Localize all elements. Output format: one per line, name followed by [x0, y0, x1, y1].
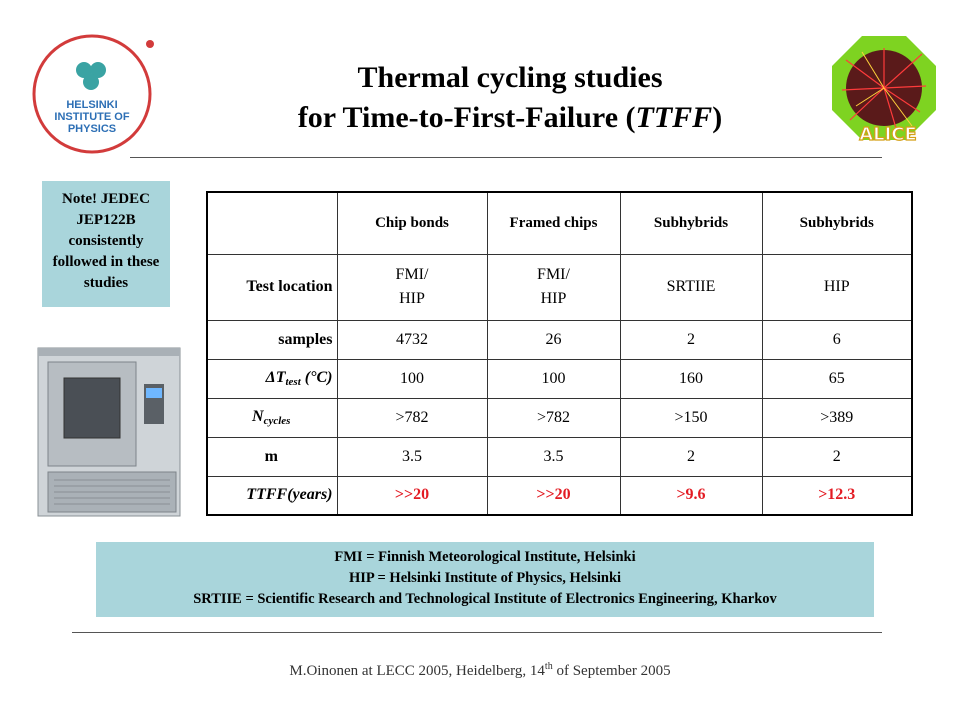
- header-subhybrids-2: Subhybrids: [761, 191, 913, 255]
- legend-line-srtiie: SRTIIE = Scientific Research and Technol…: [193, 591, 777, 607]
- cell-samples-4: 6: [761, 319, 913, 360]
- cell-samples-1: 4732: [336, 319, 488, 360]
- jedec-note: Note! JEDEC JEP122B consistently followe…: [42, 181, 170, 307]
- cell-dt-3: 160: [619, 358, 763, 399]
- delta-t-symbol: ΔT: [265, 369, 286, 386]
- hip-logo: HELSINKI INSTITUTE OF PHYSICS: [32, 34, 154, 154]
- delta-t-subscript: test: [285, 376, 301, 388]
- row-label-delta-t: ΔTtest (°C): [206, 358, 338, 399]
- ncycles-symbol: N: [252, 408, 264, 425]
- cell-location-3: SRTIIE: [619, 253, 763, 321]
- footer-text-end: of September 2005: [552, 663, 671, 679]
- cell-location-2: FMI/HIP: [486, 253, 621, 321]
- row-label-samples: samples: [206, 319, 338, 360]
- header-chip-bonds: Chip bonds: [336, 191, 488, 255]
- title-abbr: TTFF: [635, 101, 713, 134]
- cell-location-1: FMI/HIP: [336, 253, 488, 321]
- legend-line-fmi: FMI = Finnish Meteorological Institute, …: [334, 549, 636, 565]
- header-cell-empty: [206, 191, 338, 255]
- cell-ttff-3: >9.6: [619, 475, 763, 516]
- row-label-ttff: TTFF(years): [206, 475, 338, 516]
- thermal-chamber-image: [37, 347, 181, 517]
- table-row-test-location: Test location FMI/HIP FMI/HIP SRTIIE HIP: [206, 253, 913, 321]
- cell-ttff-2: >>20: [486, 475, 621, 516]
- title-line-2-prefix: for Time-to-First-Failure (: [297, 101, 636, 134]
- cell-m-4: 2: [761, 436, 913, 477]
- cell-dt-4: 65: [761, 358, 913, 399]
- hip-logo-text-3: PHYSICS: [68, 123, 116, 135]
- footer-credit: M.Oinonen at LECC 2005, Heidelberg, 14th…: [0, 661, 960, 680]
- cell-ttff-1: >>20: [336, 475, 488, 516]
- footer-superscript: th: [544, 661, 553, 672]
- row-label-m: m: [206, 436, 338, 477]
- table-row-ncycles: Ncycles >782 >782 >150 >389: [206, 397, 913, 438]
- top-divider: [130, 157, 882, 158]
- cell-location-1-line-2: HIP: [399, 290, 425, 307]
- cell-ncycles-3: >150: [619, 397, 763, 438]
- cell-location-1-line-1: FMI/: [395, 266, 429, 283]
- header-subhybrids-1: Subhybrids: [619, 191, 763, 255]
- table-row-m: m 3.5 3.5 2 2: [206, 436, 913, 477]
- alice-logo: ALICE: [832, 36, 936, 146]
- cell-m-1: 3.5: [336, 436, 488, 477]
- table-row-samples: samples 4732 26 2 6: [206, 319, 913, 360]
- cell-samples-3: 2: [619, 319, 763, 360]
- delta-t-unit: (°C): [300, 369, 333, 386]
- cell-dt-2: 100: [486, 358, 621, 399]
- cell-location-4: HIP: [761, 253, 913, 321]
- hip-logo-text-2: INSTITUTE OF: [54, 111, 129, 123]
- cell-ncycles-1: >782: [336, 397, 488, 438]
- cell-ncycles-2: >782: [486, 397, 621, 438]
- title-line-2: for Time-to-First-Failure (TTFF): [160, 98, 860, 138]
- cell-location-2-line-1: FMI/: [537, 266, 570, 283]
- alice-logo-text: ALICE: [859, 124, 917, 145]
- cell-ttff-4: >12.3: [761, 475, 913, 516]
- header-framed-chips: Framed chips: [486, 191, 621, 255]
- cell-dt-1: 100: [336, 358, 488, 399]
- page-title: Thermal cycling studies for Time-to-Firs…: [160, 58, 860, 138]
- table-row-ttff: TTFF(years) >>20 >>20 >9.6 >12.3: [206, 475, 913, 516]
- abbreviations-legend: FMI = Finnish Meteorological Institute, …: [96, 542, 874, 617]
- row-label-test-location: Test location: [206, 253, 338, 321]
- footer-text: M.Oinonen at LECC 2005, Heidelberg, 14: [289, 663, 545, 679]
- row-label-ncycles: Ncycles: [206, 397, 338, 438]
- ncycles-subscript: cycles: [263, 415, 291, 427]
- ttff-table: Chip bonds Framed chips Subhybrids Subhy…: [206, 191, 913, 516]
- table-row-delta-t: ΔTtest (°C) 100 100 160 65: [206, 358, 913, 399]
- legend-line-hip: HIP = Helsinki Institute of Physics, Hel…: [348, 570, 622, 586]
- title-line-1: Thermal cycling studies: [357, 61, 663, 94]
- table-header-row: Chip bonds Framed chips Subhybrids Subhy…: [206, 191, 913, 255]
- cell-location-2-line-2: HIP: [540, 290, 567, 307]
- title-line-2-suffix: ): [712, 101, 723, 134]
- cell-ncycles-4: >389: [761, 397, 913, 438]
- hip-logo-text-1: HELSINKI: [66, 99, 117, 111]
- cell-m-3: 2: [619, 436, 763, 477]
- bottom-divider: [72, 632, 882, 633]
- cell-m-2: 3.5: [486, 436, 621, 477]
- cell-samples-2: 26: [486, 319, 621, 360]
